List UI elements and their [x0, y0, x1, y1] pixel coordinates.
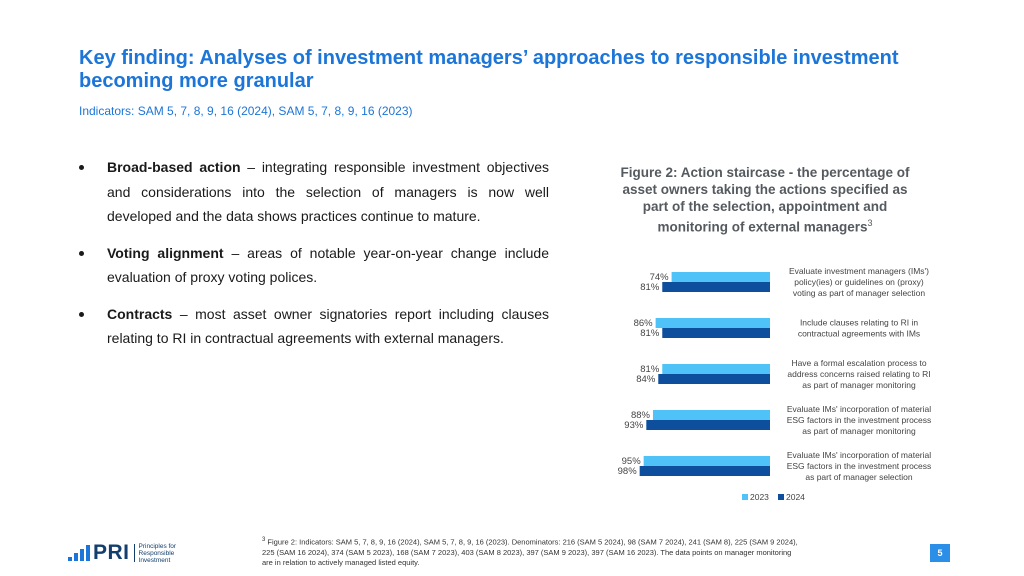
category-label-3: address concerns raised relating to RI	[787, 369, 930, 379]
data-label-2023-1: 74%	[650, 272, 670, 283]
bullet-text: – areas of notable year-on-year change i…	[107, 244, 549, 286]
logo-word: Principles for	[138, 542, 177, 550]
bar-2023-3	[662, 364, 770, 374]
category-label-5: Evaluate IMs' incorporation of material	[787, 450, 931, 460]
data-label-2023-2: 86%	[634, 318, 654, 329]
category-label-1: policy(ies) or guidelines on (proxy)	[794, 277, 924, 287]
data-label-2023-3: 81%	[640, 364, 660, 375]
logo-word: Responsible	[138, 549, 175, 557]
legend-swatch-2023	[742, 494, 748, 500]
legend-label-2024: 2024	[786, 492, 805, 502]
data-label-2024-4: 93%	[624, 420, 644, 431]
category-label-3: Have a formal escalation process to	[791, 358, 926, 368]
bar-2024-5	[639, 466, 770, 476]
category-label-4: Evaluate IMs' incorporation of material	[787, 404, 931, 414]
data-label-2024-1: 81%	[640, 282, 660, 293]
category-label-5: as part of manager selection	[805, 472, 913, 482]
bar-2024-4	[646, 420, 770, 430]
data-label-2024-5: 98%	[618, 466, 638, 477]
key-points-list: Broad-based action – integrating respons…	[79, 155, 549, 363]
bar-2023-5	[643, 456, 770, 466]
bullet-icon	[79, 311, 84, 317]
category-label-5: ESG factors in the investment process	[787, 461, 932, 471]
bullet-term: Broad-based action	[107, 159, 241, 175]
figure-title: Figure 2: Action staircase - the percent…	[615, 164, 915, 236]
bullet-icon	[79, 165, 84, 170]
bar-2023-2	[655, 318, 770, 328]
category-label-2: contractual agreements with IMs	[798, 329, 920, 339]
bullet-term: Contracts	[107, 305, 173, 322]
category-label-4: ESG factors in the investment process	[787, 415, 932, 425]
bullet-text: – integrating responsible investment obj…	[107, 159, 549, 224]
bar-2024-2	[662, 328, 770, 338]
bullet-broad-based-action: Broad-based action – integrating respons…	[79, 155, 549, 229]
logo-word: Investment	[138, 556, 171, 564]
bar-2023-1	[671, 272, 770, 282]
bullet-term: Voting alignment	[107, 244, 224, 261]
category-label-2: Include clauses relating to RI in	[800, 318, 918, 328]
page-title: Key finding: Analyses of investment mana…	[79, 47, 899, 92]
pri-logo-words: Principles for Responsible Investment	[139, 543, 177, 564]
category-label-1: voting as part of manager selection	[793, 288, 926, 298]
bullet-contracts: Contracts – most asset owner signatories…	[79, 302, 549, 351]
figure-title-text: Figure 2: Action staircase - the percent…	[620, 165, 910, 235]
logo-divider	[133, 544, 135, 562]
page-number: 5	[930, 544, 950, 562]
legend-swatch-2024	[778, 494, 784, 500]
category-label-3: as part of manager monitoring	[802, 380, 916, 390]
page-subtitle: Indicators: SAM 5, 7, 8, 9, 16 (2024), S…	[79, 104, 413, 118]
footnote-text: Figure 2: Indicators: SAM 5, 7, 8, 9, 16…	[262, 537, 798, 567]
pri-logo-text: PRI	[93, 541, 130, 564]
bar-2024-3	[658, 374, 770, 384]
figure-footnote-ref: 3	[867, 218, 873, 228]
category-label-4: as part of manager monitoring	[802, 426, 916, 436]
data-label-2024-2: 81%	[640, 328, 660, 339]
bar-2024-1	[662, 282, 770, 292]
bullet-voting-alignment: Voting alignment – areas of notable year…	[79, 241, 549, 290]
pri-logo: PRI Principles for Responsible Investmen…	[68, 541, 176, 565]
footnote-marker: 3	[262, 537, 266, 543]
bullet-icon	[79, 250, 84, 256]
bullet-text: – most asset owner signatories report in…	[107, 305, 549, 347]
bar-2023-4	[652, 410, 770, 420]
data-label-2023-4: 88%	[631, 410, 651, 421]
footnote: 3 Figure 2: Indicators: SAM 5, 7, 8, 9, …	[262, 535, 802, 568]
data-label-2024-3: 84%	[636, 374, 656, 385]
data-label-2023-5: 95%	[622, 456, 642, 467]
pri-logo-icon	[68, 543, 90, 563]
category-label-1: Evaluate investment managers (IMs')	[789, 266, 929, 276]
legend-label-2023: 2023	[750, 492, 769, 502]
